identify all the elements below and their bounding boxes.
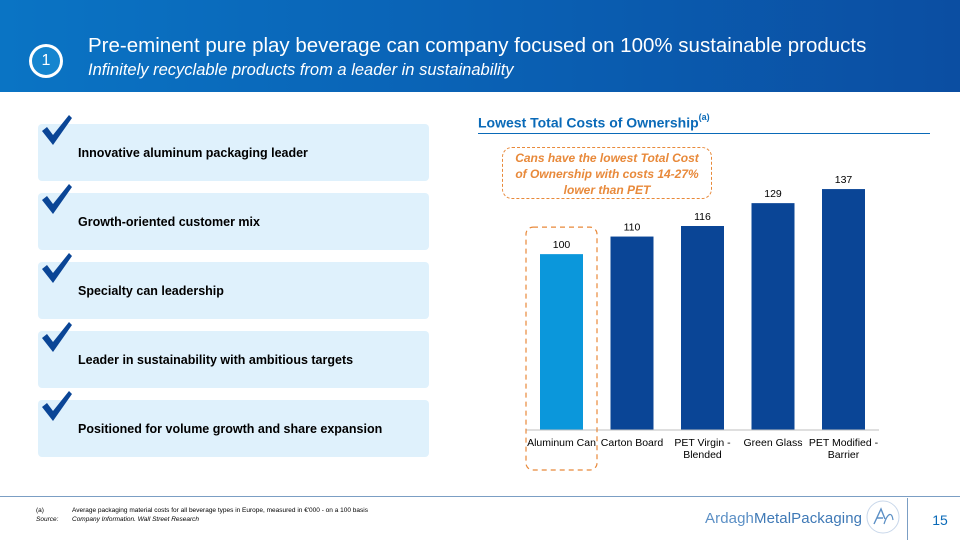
section-badge: 1: [29, 44, 63, 78]
brand-wordmark-part2: MetalPackaging: [753, 510, 863, 527]
chart-title-footnote-ref: (a): [698, 112, 710, 122]
data-label-3: 129: [764, 188, 782, 200]
category-label-3: Green Glass: [744, 437, 803, 449]
checkmark-icon: [42, 184, 72, 214]
bar-1: [610, 236, 654, 430]
callout-box: Cans have the lowest Total Cost of Owner…: [502, 147, 712, 199]
bar-0: [540, 254, 583, 430]
point-label: Positioned for volume growth and share e…: [78, 422, 383, 436]
page-number: 15: [932, 512, 948, 528]
category-label-1: Carton Board: [601, 437, 664, 449]
point-label: Growth-oriented customer mix: [78, 215, 260, 229]
checkmark-icon: [42, 322, 72, 352]
highlight-frame: [525, 226, 598, 471]
checkmark-icon: [42, 391, 72, 421]
bars-layer: [540, 189, 865, 430]
footnote-key: Source:: [36, 516, 59, 523]
bar-chart: 100 110 116 129 137 Aluminum Can Carton Board…: [525, 174, 879, 471]
section-number: 1: [32, 47, 60, 75]
category-labels-layer: Aluminum Can Carton Board PET Virgin -Blen…: [527, 437, 879, 461]
point-card-2: Growth-oriented customer mix: [38, 193, 429, 250]
point-label: Leader in sustainability with ambitious …: [78, 353, 354, 367]
bar-2: [681, 226, 724, 430]
callout-line-3: lower than PET: [563, 183, 651, 197]
chart-title-text: Lowest Total Costs of Ownership: [478, 114, 699, 131]
footnote-text: Company Information. Wall Street Researc…: [72, 516, 200, 523]
data-label-0: 100: [553, 239, 571, 251]
brand-monogram-icon: [866, 500, 900, 534]
chart-title: Lowest Total Costs of Ownership(a): [478, 112, 710, 131]
page-title: Pre-eminent pure play beverage can compa…: [88, 34, 867, 57]
bar-3: [751, 203, 795, 430]
page-subtitle: Infinitely recyclable products from a le…: [88, 61, 514, 79]
category-label-2: PET Virgin -Blended: [674, 437, 731, 461]
category-label-4: PET Modified -Barrier: [809, 437, 879, 461]
callout-line-2: of Ownership with costs 14-27%: [515, 167, 699, 181]
point-card-5: Positioned for volume growth and share e…: [38, 400, 429, 457]
checkmark-icon: [42, 115, 72, 145]
point-label: Specialty can leadership: [78, 284, 224, 298]
data-label-2: 116: [694, 211, 711, 223]
data-labels-layer: 100 110 116 129 137: [553, 174, 853, 251]
point-card-3: Specialty can leadership: [38, 262, 429, 319]
footer-divider: [0, 496, 960, 497]
checkmark-icon: [42, 253, 72, 283]
chart-title-rule: [478, 133, 930, 134]
footnote-source: Source: Company Information. Wall Street …: [36, 516, 199, 523]
brand-wordmark: ArdaghMetalPackaging: [705, 510, 862, 527]
point-card-4: Leader in sustainability with ambitious …: [38, 331, 429, 388]
bar-4: [822, 189, 865, 430]
footnote-key: (a): [36, 507, 44, 514]
point-label: Innovative aluminum packaging leader: [78, 146, 308, 160]
callout-line-1: Cans have the lowest Total Cost: [515, 151, 699, 165]
header-banner: 1 Pre-eminent pure play beverage can com…: [0, 0, 960, 92]
footer-vertical-rule: [907, 498, 908, 540]
footnote-text: Average packaging material costs for all…: [72, 507, 368, 514]
brand-wordmark-part1: Ardagh: [705, 510, 754, 527]
data-label-4: 137: [835, 174, 853, 186]
category-label-0: Aluminum Can: [527, 437, 596, 449]
point-card-1: Innovative aluminum packaging leader: [38, 124, 429, 181]
data-label-1: 110: [624, 222, 641, 234]
footnote-a: (a) Average packaging material costs for …: [36, 507, 368, 514]
